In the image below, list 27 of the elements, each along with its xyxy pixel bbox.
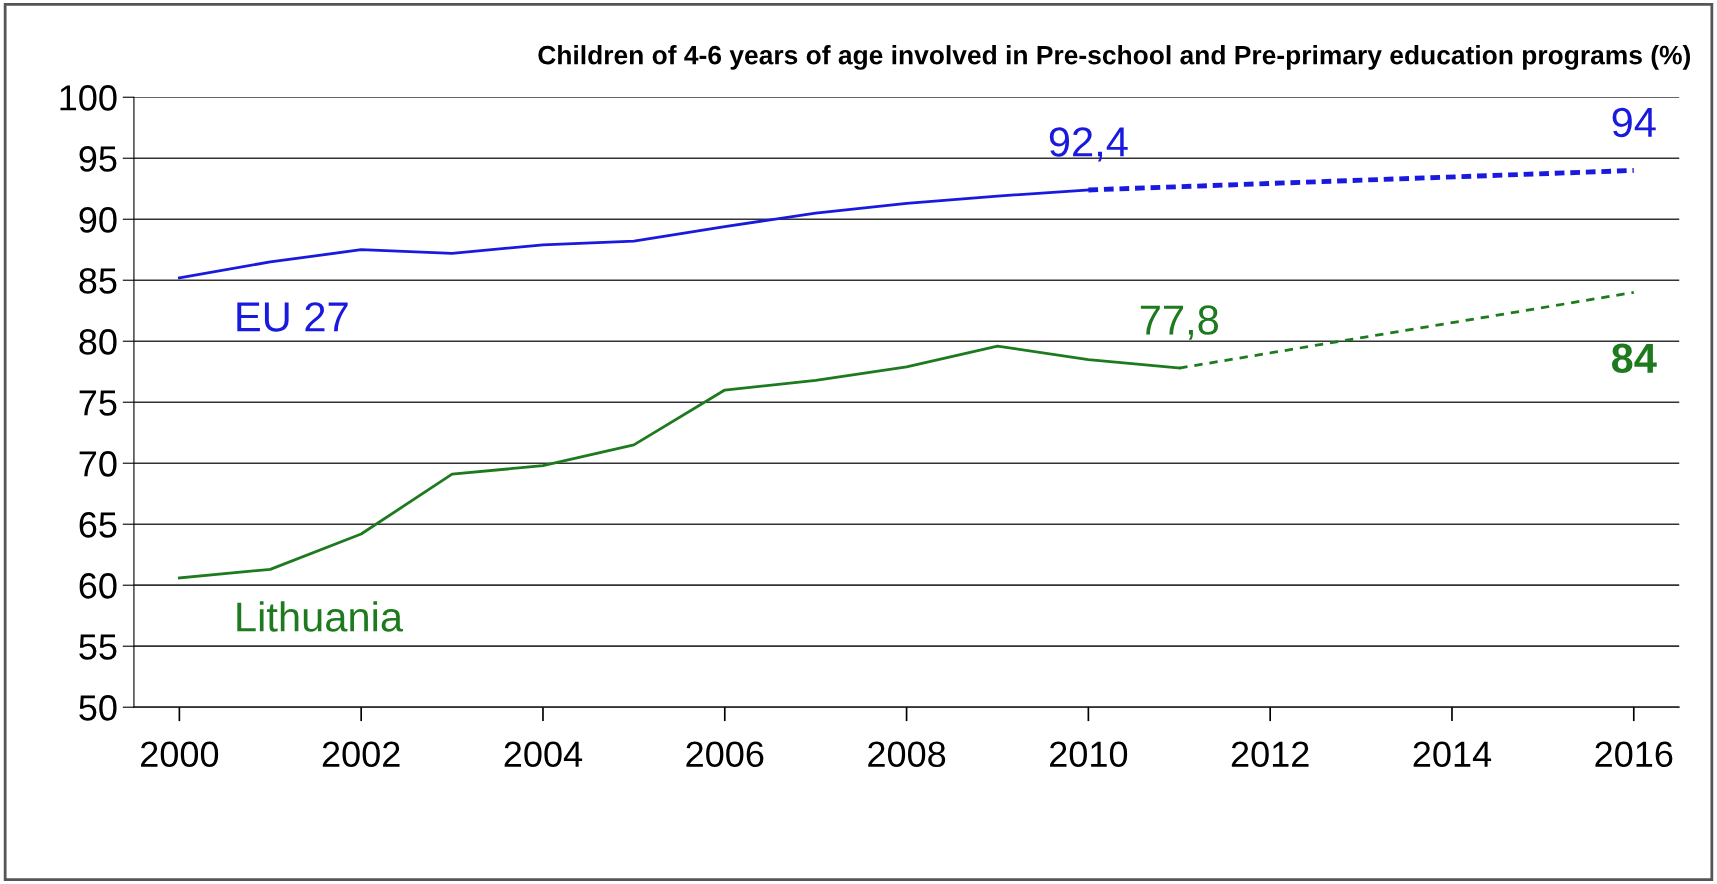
annotation: 77,8 xyxy=(1140,305,1219,340)
chart-title: Children of 4-6 years of age involved in Pre-school and Pre-primary education programs (%) xyxy=(538,45,1691,70)
x-tick-label: 2016 xyxy=(1595,741,1673,768)
x-tick-label: 2000 xyxy=(141,741,219,768)
x-tick-label: 2004 xyxy=(504,741,583,768)
x-tick-label: 2012 xyxy=(1231,741,1309,768)
y-tick-label: 50 xyxy=(79,695,117,721)
y-tick-label: 100 xyxy=(60,85,117,111)
y-tick-label: 55 xyxy=(79,634,117,660)
series-label: Lithuania xyxy=(237,601,404,632)
y-tick-label: 75 xyxy=(79,390,117,416)
series-label: EU 27 xyxy=(237,302,348,332)
x-tick-label: 2010 xyxy=(1050,741,1128,768)
y-tick-label: 95 xyxy=(79,146,117,172)
x-tick-label: 2014 xyxy=(1413,741,1492,768)
y-tick-label: 85 xyxy=(79,268,117,294)
y-tick-label: 65 xyxy=(79,512,117,538)
annotation: 84 xyxy=(1611,343,1657,374)
x-tick-label: 2006 xyxy=(686,741,764,768)
y-tick-label: 60 xyxy=(79,573,117,599)
annotation: 92,4 xyxy=(1049,127,1128,162)
y-tick-label: 90 xyxy=(79,207,117,233)
x-tick-label: 2008 xyxy=(868,741,946,768)
annotation: 94 xyxy=(1612,107,1656,138)
y-tick-label: 80 xyxy=(79,329,117,355)
x-tick-label: 2002 xyxy=(322,741,400,768)
y-tick-label: 70 xyxy=(79,451,117,477)
